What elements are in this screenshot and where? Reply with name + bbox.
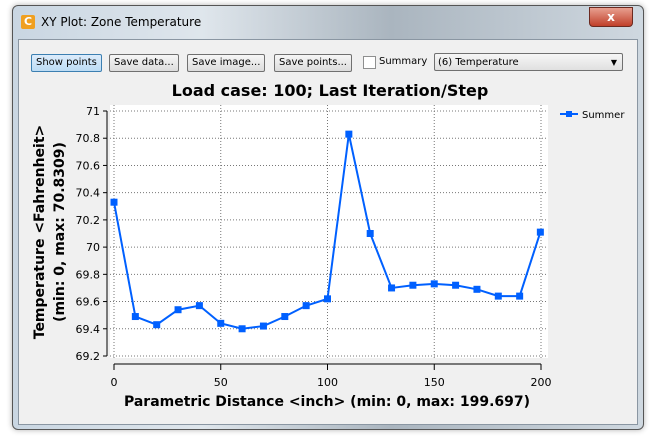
data-point (366, 230, 374, 237)
save-image-button[interactable]: Save image... (187, 54, 266, 72)
data-point (324, 295, 331, 303)
y-axis-label-line2: (min: 0, max: 70.8309) (52, 142, 68, 322)
y-tick-label: 70.8 (76, 132, 101, 145)
title-bar[interactable]: C XY Plot: Zone Temperature x (13, 6, 643, 38)
plot-area (110, 105, 548, 358)
legend-label-summer: Summer (582, 110, 625, 121)
close-button[interactable]: x (589, 7, 633, 27)
y-tick-label: 70.2 (76, 214, 101, 227)
data-point (345, 130, 353, 138)
data-point (409, 281, 417, 289)
save-data-button[interactable]: Save data... (109, 54, 179, 72)
app-icon: C (21, 15, 35, 29)
x-tick-label: 100 (317, 376, 338, 389)
data-point (473, 285, 481, 293)
legend-marker (566, 111, 572, 117)
chevron-down-icon: ▼ (610, 58, 617, 67)
summary-checkbox[interactable] (363, 56, 376, 69)
y-axis-label-line1: Temperature <Fahrenheit> (32, 125, 48, 340)
x-tick-label: 0 (111, 376, 118, 389)
y-tick-label: 70.4 (76, 187, 101, 200)
data-point (516, 292, 524, 300)
show-points-button[interactable]: Show points (31, 54, 102, 72)
x-axis-label: Parametric Distance <inch> (min: 0, max:… (124, 394, 530, 410)
data-point (110, 198, 118, 206)
window-title: XY Plot: Zone Temperature (41, 15, 202, 29)
x-tick-label: 150 (424, 376, 445, 389)
y-tick-label: 69.4 (76, 323, 101, 336)
y-tick-label: 70 (86, 241, 100, 254)
data-point (430, 280, 438, 288)
data-point (302, 302, 310, 310)
variable-select[interactable]: (6) Temperature ▼ (434, 53, 623, 71)
y-tick-label: 70.6 (76, 159, 101, 172)
y-tick-label: 69.6 (76, 296, 101, 309)
summary-label: Summary (379, 56, 428, 67)
y-tick-label: 69.8 (76, 268, 101, 281)
data-point (281, 313, 289, 321)
data-point (238, 325, 246, 333)
data-point (494, 292, 502, 300)
data-point (388, 284, 396, 292)
y-tick-label: 69.2 (76, 350, 101, 363)
data-point (452, 281, 460, 289)
x-tick-label: 50 (214, 376, 228, 389)
save-points-button[interactable]: Save points... (274, 54, 352, 72)
legend: Summer (560, 110, 625, 121)
variable-select-value: (6) Temperature (438, 57, 519, 68)
data-point (153, 321, 161, 329)
data-point (195, 302, 203, 310)
data-point (174, 306, 182, 314)
chart-title: Load case: 100; Last Iteration/Step (172, 81, 489, 100)
data-point (131, 313, 139, 321)
data-point (536, 228, 544, 236)
data-point (259, 322, 267, 330)
data-point (217, 319, 225, 327)
y-tick-label: 71 (86, 105, 100, 118)
x-tick-label: 200 (531, 376, 552, 389)
